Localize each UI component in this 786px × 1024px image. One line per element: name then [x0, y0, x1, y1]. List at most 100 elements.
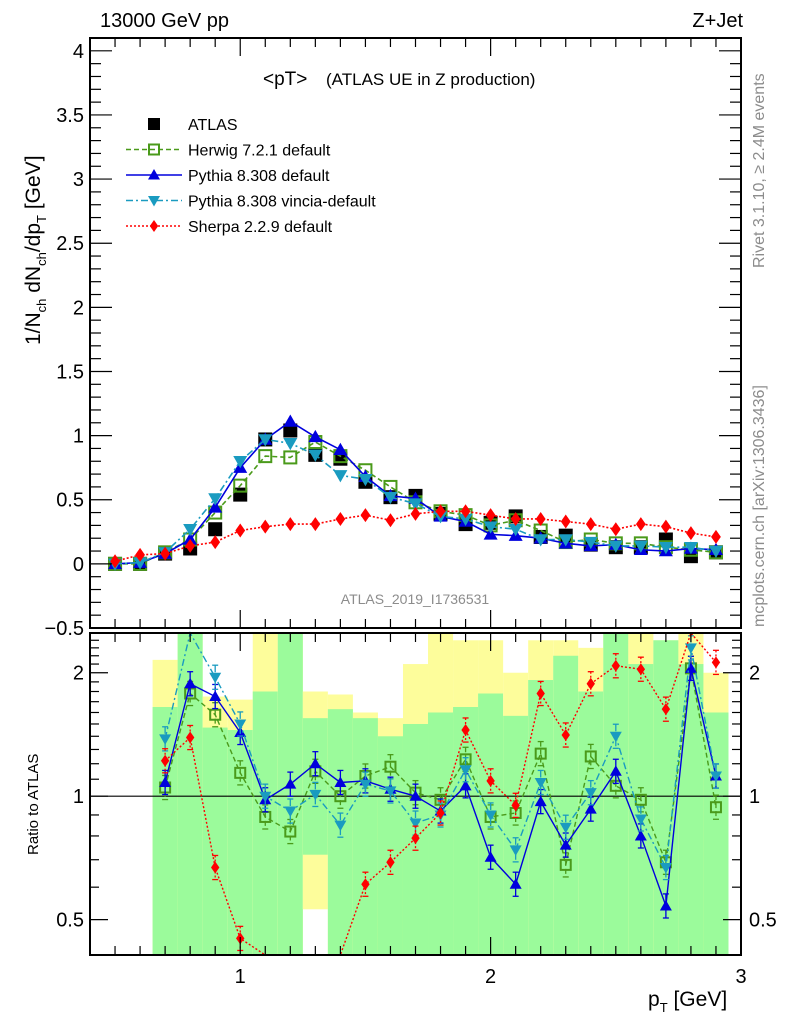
main-y-tick-label: 1: [73, 426, 84, 448]
data-point: [333, 470, 348, 483]
series-pythia-8-308-default: [108, 414, 723, 570]
ratio-y-tick-label-right: 1: [749, 786, 760, 808]
data-point: [435, 504, 446, 519]
main-series-layer: [108, 414, 723, 571]
ratio-data-point: [536, 687, 545, 700]
green-band: [553, 655, 579, 955]
data-point: [383, 491, 398, 505]
data-point: [458, 513, 473, 526]
ratio-data-point: [584, 803, 597, 814]
ratio-data-point: [409, 790, 422, 801]
x-tick-label: 1: [235, 966, 246, 988]
data-point: [110, 554, 120, 569]
data-point: [233, 478, 248, 493]
data-point: [258, 449, 273, 464]
green-band: [678, 664, 704, 955]
green-band: [377, 736, 403, 955]
data-point: [235, 523, 246, 538]
green-band: [202, 727, 228, 955]
ratio-data-point: [709, 771, 722, 783]
data-point: [283, 450, 298, 465]
legend-marker: [148, 118, 160, 130]
green-band: [428, 712, 454, 955]
data-point: [360, 508, 371, 523]
ratio-data-point: [659, 899, 672, 911]
ratio-data-point: [534, 747, 547, 760]
header-process: Z+Jet: [692, 10, 743, 32]
ratio-y-tick-label: 2: [73, 663, 84, 685]
data-point: [308, 449, 323, 462]
data-point: [233, 487, 248, 502]
data-point: [185, 538, 196, 553]
ratio-data-point: [386, 856, 395, 869]
series-pythia-8-308-vincia-default: [108, 434, 723, 571]
ratio-data-point: [384, 760, 397, 773]
data-point: [711, 529, 721, 544]
data-point: [410, 506, 421, 521]
data-point: [686, 526, 696, 541]
ratio-data-point: [159, 776, 172, 787]
ratio-data-point: [634, 814, 647, 825]
legend-entry: Pythia 8.308 default: [126, 168, 330, 185]
data-point: [408, 498, 423, 511]
x-axis-label: pT [GeV]: [648, 988, 727, 1015]
ratio-data-point: [284, 825, 297, 838]
ratio-data-point: [634, 793, 647, 806]
ratio-uncertainty-bands: [90, 633, 741, 955]
data-point: [333, 442, 348, 455]
data-point: [460, 504, 471, 519]
ratio-y-tick-label: 0.5: [56, 910, 84, 932]
ratio-data-point: [661, 703, 671, 716]
data-point: [708, 545, 723, 559]
data-point: [335, 511, 346, 526]
ratio-y-tick-label-right: 0.5: [749, 910, 777, 932]
rivet-version-label: Rivet 3.1.10, ≥ 2.4M events: [751, 73, 768, 268]
svg-text:pT [GeV]: pT [GeV]: [648, 988, 727, 1015]
ratio-data-point: [634, 829, 647, 841]
data-point: [285, 517, 296, 532]
ratio-data-point: [486, 774, 495, 787]
ratio-data-point: [284, 778, 297, 789]
main-y-tick-label: 1.5: [56, 361, 84, 383]
ratio-data-point: [411, 832, 420, 845]
data-point: [610, 522, 621, 537]
plot-title: <pT> (ATLAS UE in Z production): [263, 69, 535, 90]
main-y-tick-label: 3.5: [56, 105, 84, 127]
legend-entry: Pythia 8.308 vincia-default: [126, 194, 376, 211]
ratio-data-point: [684, 662, 697, 673]
plot-title-main: <pT>: [263, 69, 307, 90]
ratio-data-point: [259, 791, 272, 803]
data-point: [485, 508, 496, 523]
legend-entry: Herwig 7.2.1 default: [126, 143, 331, 160]
main-y-tick-label: 0: [73, 554, 84, 576]
ratio-data-point: [361, 878, 370, 891]
ratio-data-point: [384, 786, 397, 797]
ratio-data-point: [586, 677, 595, 690]
ratio-data-point: [659, 863, 672, 874]
data-point: [308, 429, 323, 443]
green-band: [578, 691, 604, 955]
legend: ATLAS Herwig 7.2.1 default Pythia 8.308 de…: [126, 117, 376, 236]
legend-marker: [148, 169, 160, 180]
axes-layer: −0.5 0 0.5 1 1.5 2 2.5 3 3.5 4 1 2 3 0.5 0.5 1 1 2 2: [45, 37, 777, 988]
data-point: [558, 534, 573, 547]
data-point: [208, 493, 223, 506]
svg-text:1/Nch dNch/dpT [GeV]: 1/Nch dNch/dpT [GeV]: [22, 155, 49, 345]
ratio-data-point: [484, 851, 497, 862]
data-point: [535, 511, 546, 526]
data-point: [583, 536, 598, 550]
x-tick-label: 3: [735, 966, 746, 988]
ratio-data-point: [711, 656, 721, 669]
data-point: [260, 519, 271, 534]
data-point: [560, 514, 571, 529]
ratio-data-point: [309, 789, 322, 801]
data-point: [283, 423, 298, 438]
ratio-data-point: [534, 777, 547, 789]
ratio-data-point: [459, 765, 472, 776]
ratio-data-point: [334, 776, 347, 787]
green-band: [352, 718, 378, 955]
data-point: [183, 532, 198, 545]
data-point: [133, 557, 148, 570]
data-point: [233, 456, 248, 469]
data-point: [508, 523, 523, 537]
